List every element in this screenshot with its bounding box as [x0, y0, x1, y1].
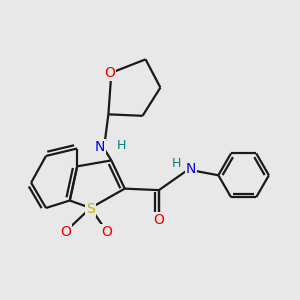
Text: H: H	[172, 158, 181, 170]
Text: O: O	[154, 213, 164, 227]
Text: S: S	[86, 202, 95, 216]
Text: H: H	[117, 139, 127, 152]
Text: N: N	[185, 162, 196, 176]
Text: O: O	[104, 66, 115, 80]
Text: O: O	[60, 225, 71, 239]
Text: O: O	[101, 225, 112, 239]
Text: N: N	[94, 140, 105, 154]
